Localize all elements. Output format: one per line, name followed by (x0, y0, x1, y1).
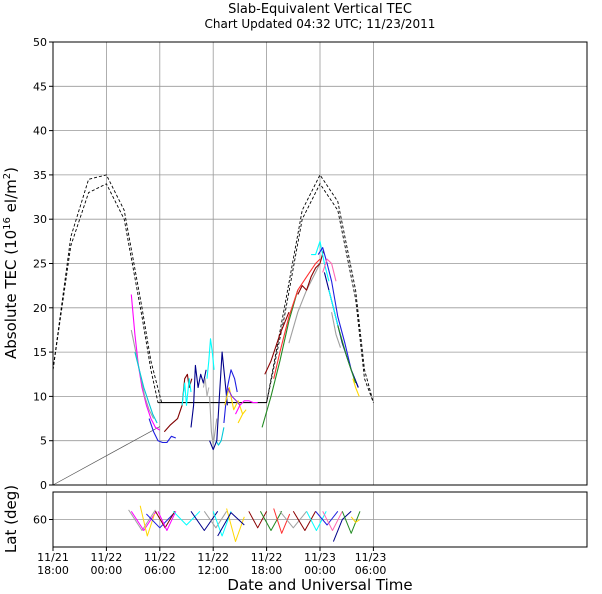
series-line-15 (235, 400, 258, 415)
y-tick-labels: 0 5 10 15 20 25 30 35 40 45 50 (33, 36, 53, 492)
x-tick-date-3: 11/22 (197, 551, 229, 564)
series-line-24 (322, 258, 337, 282)
y-tick-label-5: 5 (40, 435, 47, 448)
x-tick-time-3: 12:00 (197, 564, 229, 577)
tec-series (130, 240, 360, 451)
series-line-16 (237, 409, 247, 424)
y-tick-label-20: 20 (33, 302, 47, 315)
x-tick-date-0: 11/21 (37, 551, 69, 564)
lat-track-9 (212, 511, 232, 537)
y-axis-label-unit: el/m (2, 179, 20, 217)
x-tick-date-6: 11/23 (355, 551, 387, 564)
series-line-18 (264, 311, 290, 375)
series-line-6 (190, 364, 207, 428)
lat-track-21 (341, 511, 361, 534)
x-tick-date-5: 11/23 (304, 551, 336, 564)
lower-grid (52, 492, 587, 547)
series-line-2 (134, 351, 158, 424)
series-line-9 (209, 396, 218, 446)
y-tick-label-45: 45 (33, 80, 47, 93)
y-axis-label: Absolute TEC (1016 el/m2) (2, 167, 20, 359)
y-axis-label-close: ) (2, 167, 20, 173)
y-tick-label-35: 35 (33, 169, 47, 182)
series-line-8 (206, 338, 215, 379)
series-line-1 (130, 329, 155, 419)
y-tick-label-50: 50 (33, 36, 47, 49)
x-tick-time-0: 18:00 (37, 564, 69, 577)
series-line-10 (215, 427, 225, 446)
series-line-0 (130, 294, 161, 431)
trend-line (52, 426, 160, 486)
lat-track-11 (217, 512, 245, 537)
lat-track-22 (350, 516, 361, 523)
reference-curves (52, 174, 374, 486)
lat-track-13 (259, 511, 283, 531)
y-axis-label-unit-exponent: 2 (2, 173, 13, 179)
series-line-22 (311, 240, 330, 282)
series-line-5 (181, 378, 192, 406)
y-tick-label-25: 25 (33, 258, 47, 271)
series-line-26 (328, 289, 339, 326)
y-tick-label-15: 15 (33, 346, 47, 359)
lat-track-18 (315, 510, 339, 526)
lat-track-2 (139, 505, 155, 537)
lat-tick-label-60: 60 (33, 514, 47, 527)
series-line-7 (202, 378, 210, 397)
lat-axis-label: Lat (deg) (2, 485, 20, 553)
series-line-21 (297, 250, 325, 295)
lat-track-16 (292, 511, 317, 531)
lat-track-6 (172, 510, 201, 526)
lat-track-7 (190, 511, 219, 531)
series-line-28 (337, 325, 357, 384)
lat-track-17 (306, 511, 327, 531)
x-tick-time-1: 00:00 (91, 564, 123, 577)
lat-track-20 (332, 510, 352, 542)
latitude-tracks (128, 505, 361, 542)
chart-subtitle: Chart Updated 04:32 UTC; 11/23/2011 (205, 17, 436, 31)
series-line-14 (226, 387, 241, 406)
lat-tick-labels: 60 (33, 514, 53, 527)
y-axis-label-main: Absolute TEC (10 (2, 230, 20, 359)
lat-track-15 (279, 510, 307, 529)
lat-track-0 (128, 509, 156, 531)
series-line-27 (331, 312, 342, 348)
series-line-3 (148, 418, 176, 444)
series-line-19 (273, 258, 321, 379)
chart-title: Slab-Equivalent Vertical TEC (228, 2, 412, 17)
x-tick-time-4: 18:00 (251, 564, 283, 577)
y-tick-label-10: 10 (33, 390, 47, 403)
y-axis-label-exponent: 16 (2, 217, 13, 230)
series-line-11 (209, 351, 228, 451)
x-tick-date-2: 11/22 (144, 551, 176, 564)
lat-track-3 (146, 513, 174, 529)
lat-track-5 (157, 511, 177, 531)
x-tick-date-4: 11/22 (251, 551, 283, 564)
x-tick-labels: 11/2118:0011/2200:0011/2206:0011/2212:00… (37, 547, 386, 577)
x-axis-label: Date and Universal Time (227, 576, 412, 594)
x-tick-time-5: 00:00 (304, 564, 336, 577)
series-line-29 (352, 378, 360, 397)
x-tick-time-6: 06:00 (355, 564, 387, 577)
y-tick-label-30: 30 (33, 213, 47, 226)
x-tick-date-1: 11/22 (91, 551, 123, 564)
x-tick-time-2: 06:00 (144, 564, 176, 577)
lat-track-10 (226, 508, 245, 542)
lat-track-8 (203, 511, 228, 529)
lat-track-19 (322, 511, 343, 531)
y-tick-label-0: 0 (40, 479, 47, 492)
lat-track-1 (130, 511, 157, 531)
series-line-17 (261, 289, 299, 428)
y-tick-label-40: 40 (33, 125, 47, 138)
